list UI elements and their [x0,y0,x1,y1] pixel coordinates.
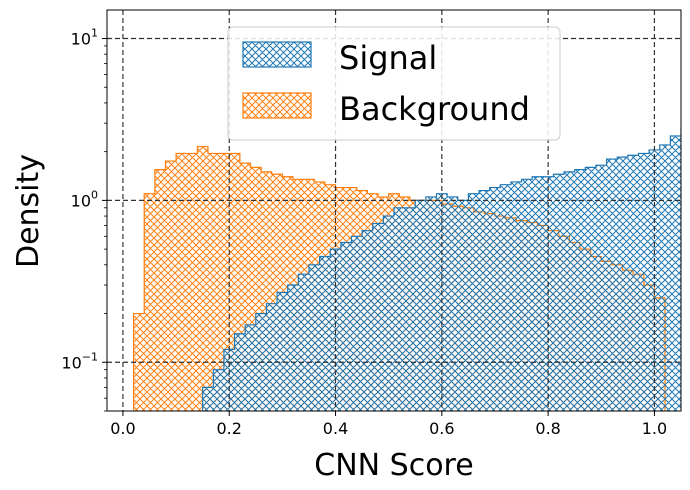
signal-bar-30 [521,179,533,411]
signal-outline [202,127,681,411]
signal-bar-45 [681,128,690,411]
signal-bar-43 [659,144,671,411]
signal-bar-3 [234,333,246,411]
signal-bar-35 [574,169,586,411]
background-bar-2 [154,169,166,411]
signal-bar-34 [564,171,576,411]
signal-bar-37 [595,165,607,411]
signal-bar-21 [425,196,437,411]
signal-bar-7 [277,292,289,411]
plot-frame [106,9,682,412]
signal-bar-33 [553,174,565,411]
x-axis-title: CNN Score [314,448,473,483]
signal-bar-27 [489,187,501,411]
x-tick-label: 0.2 [217,419,242,438]
signal-bar-25 [468,193,480,411]
signal-bar-36 [585,167,597,411]
signal-bar-40 [627,155,639,411]
signal-bar-19 [404,207,416,411]
legend: Signal Background [227,26,561,141]
y-tick-label: 10−1 [61,350,98,372]
signal-bar-23 [447,196,459,411]
y-tick-label: 101 [71,27,98,49]
signal-bar-20 [415,200,427,411]
background-bar-4 [176,153,188,411]
background-bar-10 [239,163,251,411]
signal-bar-13 [340,242,352,411]
signal-bar-8 [287,285,299,411]
background-bar-9 [229,153,241,411]
signal-bar-24 [457,200,469,411]
signal-bar-6 [266,303,278,411]
background-bar-8 [218,153,230,411]
background-bar-11 [250,167,262,411]
signal-bar-0 [202,387,214,411]
signal-bar-10 [308,264,320,411]
legend-swatch-signal [242,41,312,68]
x-axis: 0.0 0.2 0.4 0.6 0.8 1.0 [110,411,667,438]
signal-bar-18 [394,207,406,411]
x-tick-label: 0.6 [429,419,454,438]
signal-bar-41 [638,153,650,411]
x-tick-label: 0.8 [535,419,560,438]
signal-bar-28 [500,184,512,411]
signal-bar-15 [362,230,374,411]
signal-bar-17 [383,216,395,411]
legend-label-signal: Signal [339,39,437,77]
signal-bar-14 [351,236,363,411]
background-bar-5 [186,153,198,411]
x-tick-label: 1.0 [642,419,667,438]
y-axis-title: Density [11,154,46,268]
signal-bar-1 [213,369,225,411]
signal-bar-26 [479,190,491,411]
signal-bar-4 [245,324,257,411]
signal-bar-42 [649,149,661,411]
background-bar-6 [197,146,209,411]
background-bar-1 [144,193,156,411]
background-bar-7 [207,153,220,411]
background-bar-12 [261,171,273,411]
x-tick-label: 0.4 [323,419,348,438]
signal-bar-16 [372,223,384,411]
signal-bar-11 [319,256,331,411]
legend-label-background: Background [339,90,530,128]
y-axis: 10−1 100 101 [61,27,107,412]
legend-swatch-background [242,92,312,119]
signal-bar-38 [606,159,618,411]
y-tick-label: 100 [71,188,98,210]
background-bar-3 [165,161,177,411]
signal-bar-29 [510,181,522,411]
signal-bar-31 [532,176,544,411]
signal-bar-9 [298,274,310,411]
signal-bar-39 [617,157,629,411]
signal-bar-44 [670,135,681,411]
x-tick-label: 0.0 [110,419,135,438]
